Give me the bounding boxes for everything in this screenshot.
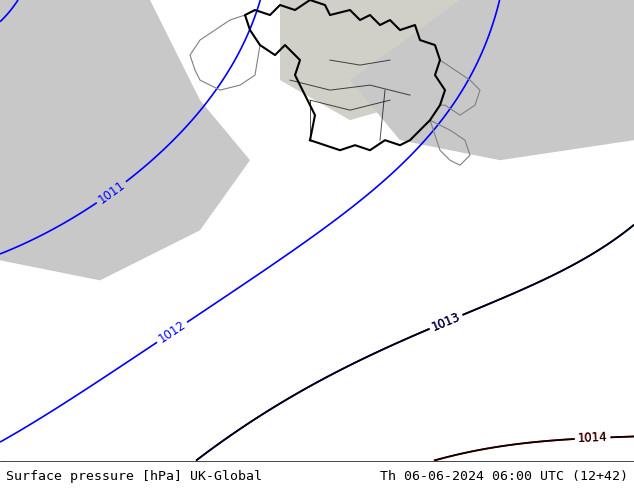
- Text: Th 06-06-2024 06:00 UTC (12+42): Th 06-06-2024 06:00 UTC (12+42): [380, 470, 628, 483]
- Text: 1011: 1011: [96, 178, 127, 206]
- Polygon shape: [350, 0, 634, 160]
- Text: 1014: 1014: [578, 431, 608, 445]
- Text: 1013: 1013: [430, 310, 462, 334]
- Text: 1014: 1014: [578, 431, 608, 445]
- Polygon shape: [280, 0, 600, 120]
- Polygon shape: [0, 0, 250, 280]
- Text: 1013: 1013: [430, 310, 462, 334]
- Text: 1012: 1012: [156, 318, 188, 346]
- Text: Surface pressure [hPa] UK-Global: Surface pressure [hPa] UK-Global: [6, 470, 262, 483]
